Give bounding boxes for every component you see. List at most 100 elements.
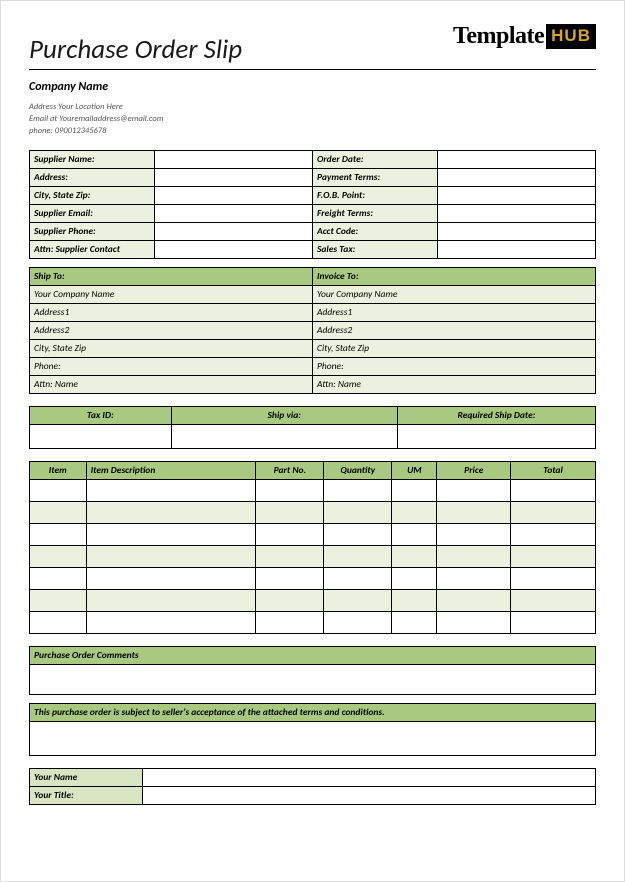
field-supplier-email[interactable]: [154, 204, 312, 222]
item-cell[interactable]: [392, 545, 437, 567]
item-cell[interactable]: [86, 545, 256, 567]
item-cell[interactable]: [511, 611, 596, 633]
item-cell[interactable]: [392, 611, 437, 633]
invoice-city[interactable]: City, State Zip: [312, 339, 595, 357]
item-cell[interactable]: [437, 523, 511, 545]
table-row: [30, 611, 596, 633]
col-total: Total: [511, 461, 596, 479]
field-acct[interactable]: [437, 222, 596, 240]
label-address: Address:: [30, 168, 155, 186]
item-cell[interactable]: [86, 479, 256, 501]
item-cell[interactable]: [437, 545, 511, 567]
supplier-section: Supplier Name: Order Date: Address: Paym…: [29, 150, 596, 259]
item-cell[interactable]: [256, 501, 324, 523]
col-qty: Quantity: [324, 461, 392, 479]
field-city[interactable]: [154, 186, 312, 204]
item-cell[interactable]: [437, 479, 511, 501]
item-cell[interactable]: [256, 523, 324, 545]
item-cell[interactable]: [324, 501, 392, 523]
item-cell[interactable]: [324, 611, 392, 633]
header-comments: Purchase Order Comments: [30, 646, 596, 664]
field-payment-terms[interactable]: [437, 168, 596, 186]
item-cell[interactable]: [437, 611, 511, 633]
item-cell[interactable]: [256, 545, 324, 567]
field-supplier-name[interactable]: [154, 150, 312, 168]
item-cell[interactable]: [511, 567, 596, 589]
item-cell[interactable]: [324, 479, 392, 501]
label-your-title: Your Title:: [30, 786, 143, 804]
field-your-name[interactable]: [143, 768, 596, 786]
item-cell[interactable]: [511, 523, 596, 545]
field-freight[interactable]: [437, 204, 596, 222]
item-cell[interactable]: [30, 567, 87, 589]
invoice-company[interactable]: Your Company Name: [312, 285, 595, 303]
ship-addr2[interactable]: Address2: [30, 321, 313, 339]
company-address: Address Your Location Here: [29, 102, 596, 114]
field-address[interactable]: [154, 168, 312, 186]
item-cell[interactable]: [511, 545, 596, 567]
item-cell[interactable]: [86, 567, 256, 589]
field-fob[interactable]: [437, 186, 596, 204]
item-cell[interactable]: [30, 523, 87, 545]
field-attn[interactable]: [154, 240, 312, 258]
invoice-addr1[interactable]: Address1: [312, 303, 595, 321]
field-your-title[interactable]: [143, 786, 596, 804]
field-req-date[interactable]: [397, 424, 595, 448]
signature-table: Your Name Your Title:: [29, 768, 596, 805]
item-cell[interactable]: [392, 501, 437, 523]
company-email: Email at Youremailaddress@email.com: [29, 114, 596, 126]
label-order-date: Order Date:: [312, 150, 437, 168]
item-cell[interactable]: [324, 589, 392, 611]
item-cell[interactable]: [30, 545, 87, 567]
item-cell[interactable]: [437, 501, 511, 523]
item-cell[interactable]: [511, 479, 596, 501]
item-cell[interactable]: [256, 611, 324, 633]
field-terms[interactable]: [30, 721, 596, 755]
item-cell[interactable]: [30, 589, 87, 611]
field-comments[interactable]: [30, 664, 596, 694]
invoice-addr2[interactable]: Address2: [312, 321, 595, 339]
ship-company[interactable]: Your Company Name: [30, 285, 313, 303]
field-ship-via[interactable]: [171, 424, 397, 448]
table-row: [30, 523, 596, 545]
item-cell[interactable]: [392, 479, 437, 501]
comments-section: Purchase Order Comments: [29, 646, 596, 695]
item-cell[interactable]: [392, 589, 437, 611]
col-um: UM: [392, 461, 437, 479]
item-cell[interactable]: [256, 589, 324, 611]
item-cell[interactable]: [511, 589, 596, 611]
item-cell[interactable]: [30, 501, 87, 523]
ship-addr1[interactable]: Address1: [30, 303, 313, 321]
invoice-phone[interactable]: Phone:: [312, 357, 595, 375]
item-cell[interactable]: [30, 479, 87, 501]
item-cell[interactable]: [392, 523, 437, 545]
item-cell[interactable]: [437, 589, 511, 611]
item-cell[interactable]: [324, 567, 392, 589]
items-table: Item Item Description Part No. Quantity …: [29, 461, 596, 634]
col-part: Part No.: [256, 461, 324, 479]
item-cell[interactable]: [256, 479, 324, 501]
invoice-attn[interactable]: Attn: Name: [312, 375, 595, 393]
field-supplier-phone[interactable]: [154, 222, 312, 240]
item-cell[interactable]: [86, 589, 256, 611]
field-sales-tax[interactable]: [437, 240, 596, 258]
item-cell[interactable]: [324, 523, 392, 545]
item-cell[interactable]: [30, 611, 87, 633]
page: Purchase Order Slip Template HUB Company…: [0, 0, 625, 882]
company-phone: phone: 090012345678: [29, 126, 596, 138]
logo: Template HUB: [453, 23, 596, 50]
item-cell[interactable]: [86, 523, 256, 545]
item-cell[interactable]: [324, 545, 392, 567]
item-cell[interactable]: [511, 501, 596, 523]
ship-attn[interactable]: Attn: Name: [30, 375, 313, 393]
item-cell[interactable]: [86, 501, 256, 523]
field-tax-id[interactable]: [30, 424, 172, 448]
ship-city[interactable]: City, State Zip: [30, 339, 313, 357]
field-order-date[interactable]: [437, 150, 596, 168]
item-cell[interactable]: [256, 567, 324, 589]
item-cell[interactable]: [437, 567, 511, 589]
ship-phone[interactable]: Phone:: [30, 357, 313, 375]
item-cell[interactable]: [86, 611, 256, 633]
terms-section: This purchase order is subject to seller…: [29, 703, 596, 756]
item-cell[interactable]: [392, 567, 437, 589]
